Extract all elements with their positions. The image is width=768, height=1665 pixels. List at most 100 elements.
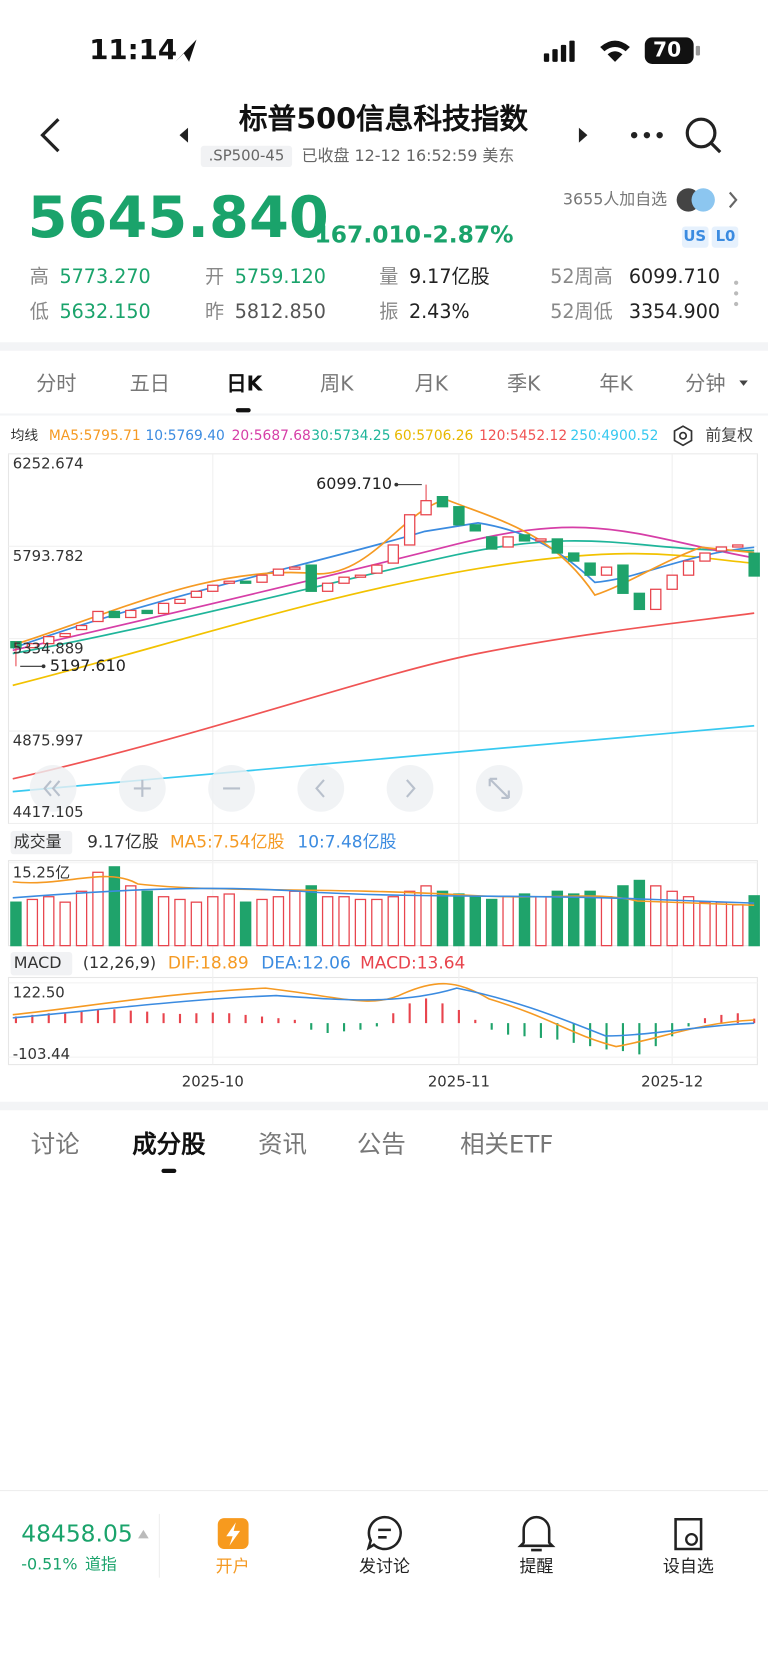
ma5-line [12,498,755,646]
alert-icon [517,1515,556,1552]
stat-label: 高 [30,265,49,288]
followers-arrow[interactable] [728,191,738,209]
footer-action[interactable]: 设自选 [663,1557,714,1577]
stock-title: 标普500信息科技指数 [239,101,529,135]
more-button[interactable] [630,131,663,139]
y-tick-label: 5334.889 [13,639,84,657]
candle [190,590,203,598]
discuss-icon [366,1515,402,1551]
annotation-label: 6099.710 [316,474,392,493]
ma-legend-item: 10:5769.40 [146,428,225,444]
chart-tab[interactable]: 分钟 [685,371,725,395]
ma120-line [12,612,755,780]
candle [650,588,662,611]
stat-label: 振 [379,300,398,323]
avatar [691,188,715,212]
volume-bar [75,890,88,947]
stat-value: 5759.120 [235,265,326,288]
volume-legend: MA5:7.54亿股 [170,833,285,853]
scroll-right[interactable] [386,765,434,812]
candle [535,538,547,542]
scroll-left[interactable] [297,765,345,812]
badge-bg [711,226,739,248]
candle [256,574,268,583]
stat-label: 低 [30,300,49,323]
watchlist-icon [674,1517,703,1551]
volume-bar [420,885,432,947]
volume-bar [568,893,580,947]
candle [141,609,153,615]
candle [157,602,170,615]
chart-tab[interactable]: 月K [415,371,449,395]
x-tick-label: 2025-10 [182,1073,244,1091]
volume-bar [26,898,39,947]
candle [305,564,317,592]
control-glyphs [43,777,510,800]
volume-bar [633,879,646,947]
candle [600,566,613,576]
chart-tab[interactable]: 季K [507,371,541,395]
candle [666,574,678,590]
macd-legend: DEA:12.06 [261,954,350,974]
volume-bar [584,890,596,947]
x-tick-label: 2025-11 [428,1073,490,1091]
chart-tab[interactable]: 五日 [130,371,170,395]
candle [239,580,252,584]
volume-bar [403,890,416,947]
candle [420,500,432,516]
volume-bar [239,901,252,947]
content-tab[interactable]: 相关ETF [460,1129,553,1158]
candle [551,538,564,554]
stat-label: 开 [205,265,224,288]
search-button[interactable] [685,117,722,154]
volume-bar [699,901,711,947]
settings-icon[interactable] [673,425,693,447]
annotation-label: 5197.610 [50,656,126,675]
volume-bar [535,896,547,947]
candle [682,560,695,576]
candle [108,610,121,619]
candle [92,610,104,623]
chart-tab[interactable]: 日K [226,371,263,395]
content-tab[interactable]: 公告 [357,1129,406,1158]
footer-action[interactable]: 开户 [216,1557,250,1577]
chart-tab[interactable]: 分时 [36,371,76,395]
content-tab[interactable]: 讨论 [31,1129,80,1158]
index-value[interactable]: 48458.05 [21,1520,132,1548]
candle [43,635,55,645]
adjust-mode[interactable]: 前复权 [705,425,753,444]
ma-legend-item: 60:5706.26 [394,428,473,444]
stat-label: 量 [379,265,398,288]
volume-bar [338,896,350,947]
content-tab[interactable]: 资讯 [258,1129,307,1158]
tab-dropdown[interactable] [739,380,748,386]
ma-legend-item: 20:5687.68 [232,428,311,444]
footer-action[interactable]: 发讨论 [359,1557,410,1577]
price-change: -167.010 [305,221,421,249]
volume-bar [10,901,22,947]
content-tab[interactable]: 成分股 [132,1129,206,1158]
stats-more[interactable] [734,280,739,307]
ma-legend-item: 120:5452.12 [479,428,567,444]
next-stock[interactable] [578,127,588,143]
followers[interactable]: 3655人加自选 [563,189,667,208]
chart-tab[interactable]: 周K [320,371,354,395]
discuss-icon [378,1528,391,1539]
volume-bar [600,896,613,947]
candle [568,552,580,562]
chart-tab[interactable]: 年K [599,371,633,395]
battery-level: 70 [653,38,681,62]
footer-action[interactable]: 提醒 [519,1557,553,1577]
back-button[interactable] [40,118,60,153]
candle [338,576,350,584]
y-tick-label: 6252.674 [13,454,84,472]
stat-label: 52周高 [550,265,613,288]
volume-ma5 [12,875,755,907]
index-toggle[interactable] [138,1529,149,1539]
stat-value: 6099.710 [629,265,720,288]
candle [387,544,399,564]
stock-code: .SP500-45 [209,146,285,164]
volume-bar [650,885,662,947]
price-change-pct: -2.87% [423,221,514,249]
prev-stock[interactable] [179,127,189,143]
